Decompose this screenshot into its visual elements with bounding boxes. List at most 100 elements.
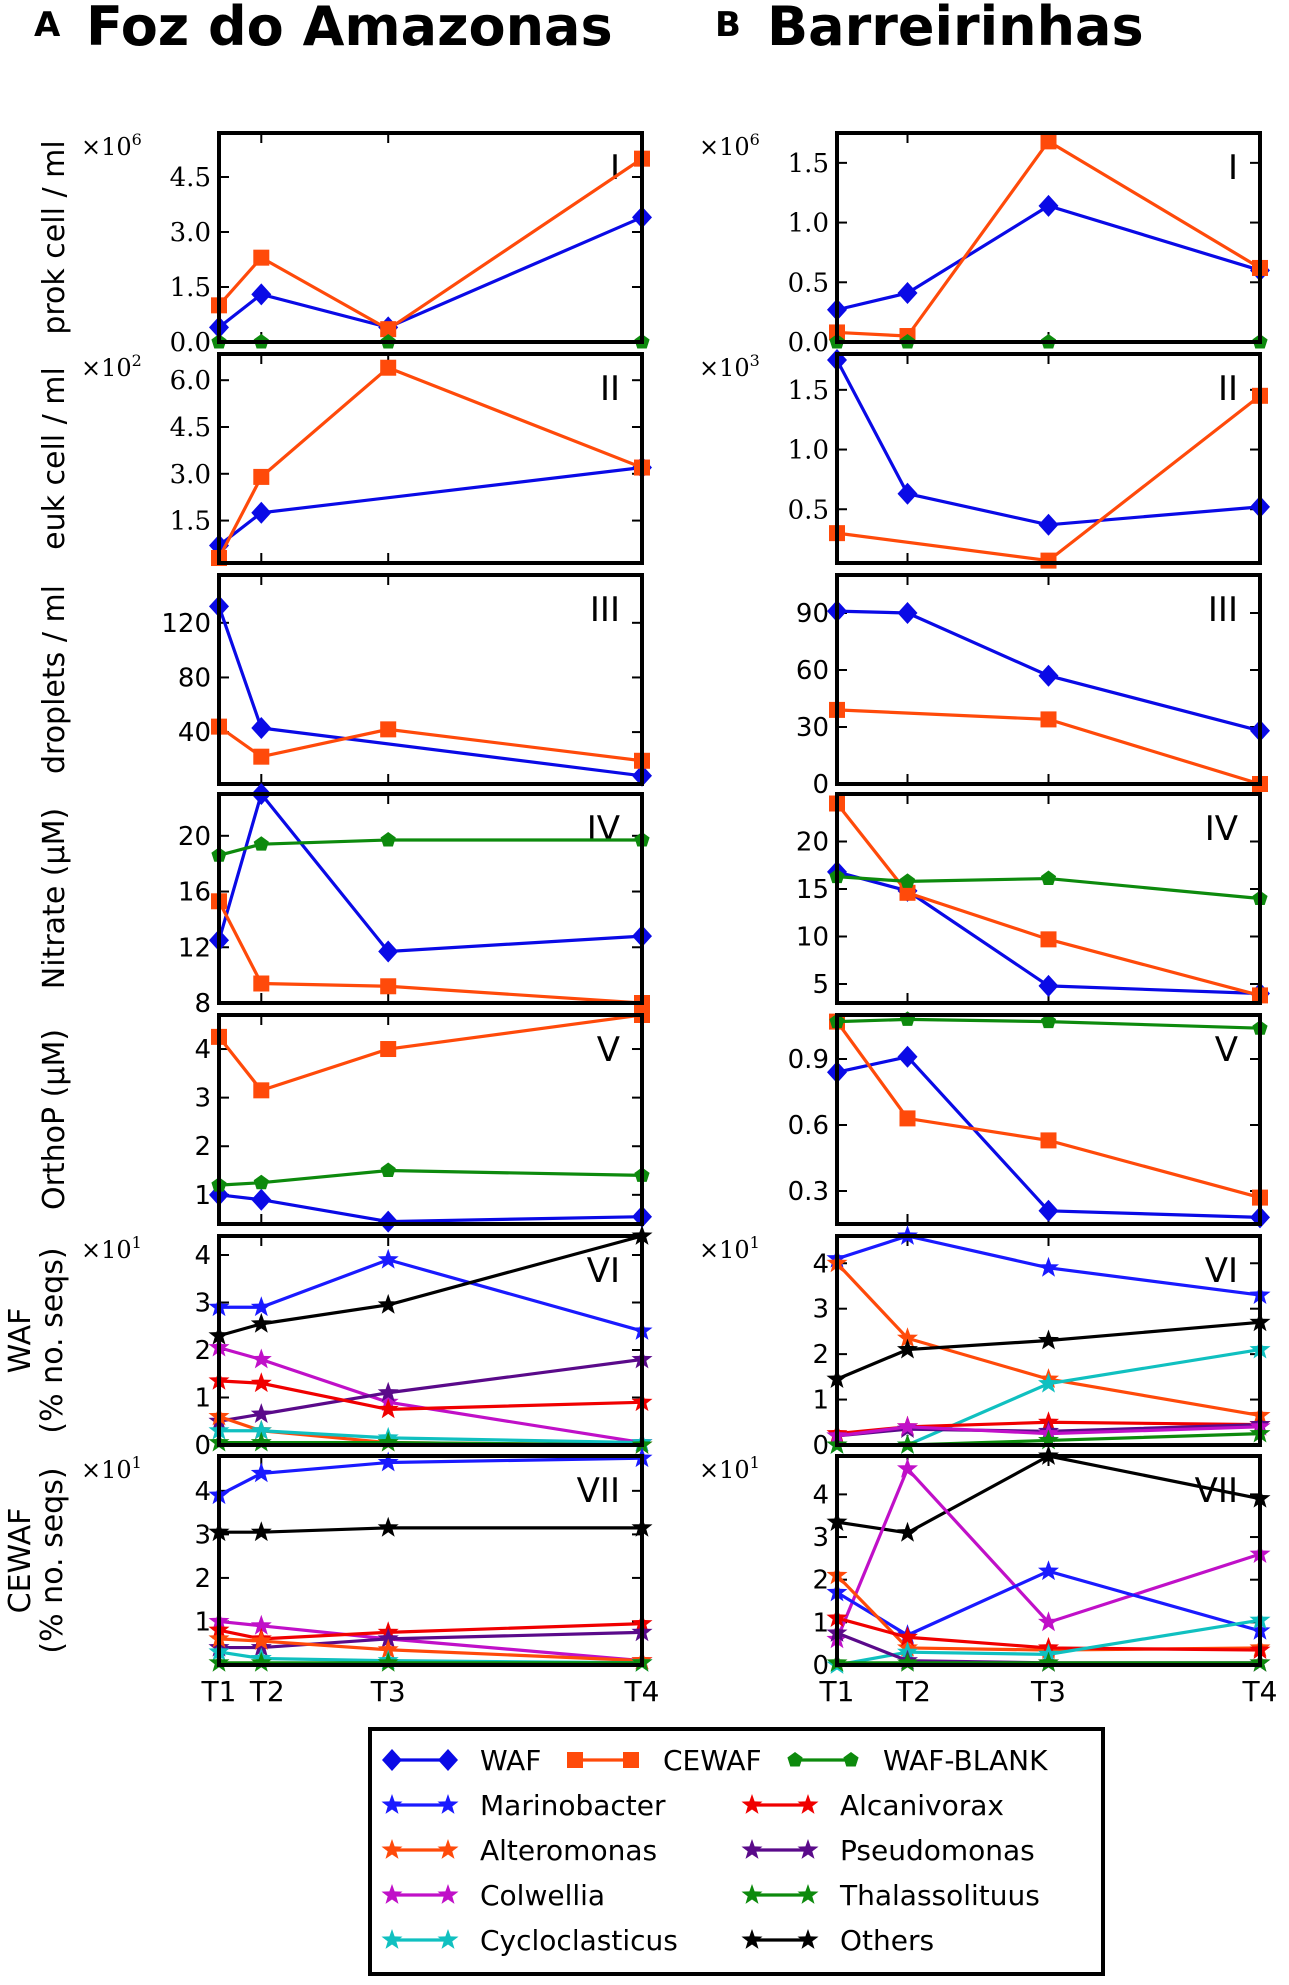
series-line-waf-blank — [218, 1168, 643, 1187]
legend-marker — [437, 1929, 459, 1949]
y-tick-label: 16 — [178, 878, 211, 908]
data-point-colwellia — [897, 1415, 918, 1436]
data-point-thalassolituus — [897, 1651, 918, 1672]
y-multiplier: ×102 — [81, 351, 142, 382]
y-tick-label: 0 — [812, 770, 829, 800]
x-tick-label: T2 — [249, 1675, 285, 1708]
data-point-waf — [1038, 194, 1059, 217]
panel-b-i: 0.0 0.5 1.0 1.5 ×106 I — [699, 130, 1270, 358]
data-point-cewaf — [253, 1082, 270, 1099]
data-point-waf — [897, 602, 918, 624]
y-tick-label: 1.0 — [788, 436, 829, 466]
panel-a-vi: 0 1 2 3 4 ×101 VI WAF(% no. seqs) — [3, 1225, 653, 1461]
legend-item-alteromonas: Alteromonas — [381, 1834, 657, 1867]
y-tick-label: 5 — [812, 970, 829, 1000]
y-tick-label: 1.5 — [788, 149, 829, 179]
panel-roman-label: VI — [587, 1251, 620, 1291]
series-line-cycloclasticus — [836, 1618, 1261, 1667]
y-axis-label: droplets / ml — [37, 585, 72, 774]
y-tick-label: 3 — [194, 1084, 211, 1114]
series-line-waf — [836, 1055, 1261, 1219]
y-tick-label: 4 — [812, 1249, 829, 1279]
legend-item-thalassolituus: Thalassolituus — [741, 1879, 1040, 1912]
data-point-colwellia — [250, 1348, 272, 1369]
series-line-cewaf — [836, 139, 1261, 338]
data-point-alteromonas — [250, 1630, 272, 1650]
series-line-cewaf — [218, 725, 643, 763]
data-point-cewaf — [1040, 1132, 1057, 1149]
data-point-cewaf — [1040, 931, 1057, 948]
legend-item-pseudomonas: Pseudomonas — [741, 1834, 1035, 1867]
panel-a-vii: 1 2 3 4 ×101 VII T1 T2 T3 T4 CEWAF(% no. seqs) — [3, 1447, 659, 1708]
data-point-marinobacter — [1038, 1560, 1059, 1581]
y-multiplier: ×101 — [81, 1233, 142, 1264]
panel-roman-label: I — [610, 148, 620, 188]
legend-marker — [741, 1794, 763, 1814]
y-multiplier: ×101 — [699, 1453, 760, 1484]
data-point-thalassolituus — [377, 1431, 399, 1452]
series-group — [209, 150, 652, 349]
panel-a-iv: 8 12 16 20 IV Nitrate (µM) — [37, 783, 652, 1019]
y-tick-label: 2 — [194, 1336, 211, 1366]
panel-roman-label: III — [1208, 590, 1238, 630]
series-line-waf — [218, 1193, 643, 1224]
legend-label: Thalassolituus — [839, 1879, 1040, 1912]
panel-a-ii: 1.5 3.0 4.5 6.0 ×102 II euk cell / ml — [37, 351, 652, 567]
legend-marker — [741, 1839, 763, 1859]
y-tick-label: 3 — [194, 1289, 211, 1319]
y-tick-label: 12 — [178, 933, 211, 963]
panel-roman-label: V — [1215, 1030, 1238, 1070]
panel-frame — [835, 352, 1262, 565]
y-tick-label: 0.0 — [170, 328, 211, 358]
y-tick-label: 15 — [796, 875, 829, 905]
legend-label: Pseudomonas — [840, 1834, 1035, 1867]
series-line-waf-blank — [218, 838, 642, 857]
y-tick-label: 1 — [194, 1607, 211, 1637]
panel-frame — [835, 1013, 1262, 1226]
legend-label: CEWAF — [663, 1744, 762, 1777]
legend-marker — [381, 1929, 403, 1949]
legend-marker — [843, 1752, 859, 1767]
series-group — [827, 348, 1270, 569]
panel-roman-label: II — [600, 369, 620, 409]
legend-marker — [741, 1929, 763, 1949]
series-line-others — [219, 1526, 642, 1534]
data-point-cycloclasticus — [1038, 1372, 1059, 1393]
series-line-marinobacter — [836, 1234, 1261, 1297]
data-point-cewaf — [380, 1041, 397, 1058]
series-line-alcanivorax — [836, 1616, 1261, 1652]
series-line-marinobacter — [218, 1456, 643, 1497]
y-tick-label: 40 — [178, 718, 211, 748]
data-point-waf — [251, 501, 272, 524]
y-axis-label: (% no. seqs) — [35, 1247, 70, 1433]
series-line-cewaf — [835, 1020, 1261, 1200]
panel-b-iv: 5 10 15 20 IV — [796, 792, 1270, 1005]
series-group — [208, 1447, 653, 1672]
panel-frame — [217, 352, 644, 565]
y-tick-label: 60 — [796, 656, 829, 686]
data-point-alcanivorax — [250, 1372, 272, 1393]
legend-item-cycloclasticus: Cycloclasticus — [381, 1924, 678, 1957]
series-line-waf-blank — [836, 875, 1261, 901]
data-point-colwellia — [250, 1614, 272, 1635]
data-point-waf-blank — [1040, 1013, 1057, 1029]
data-point-waf — [251, 283, 272, 306]
y-tick-label: 1.5 — [788, 376, 829, 406]
series-line-waf — [836, 204, 1261, 312]
legend-marker — [437, 1839, 459, 1859]
series-line-pseudomonas — [218, 1357, 643, 1423]
panel-frame — [835, 131, 1262, 344]
panel-roman-label: VI — [1205, 1251, 1238, 1291]
data-point-waf-blank — [253, 836, 269, 851]
y-tick-label: 3 — [812, 1295, 829, 1325]
y-tick-label: 0.6 — [788, 1111, 829, 1141]
legend-item-others: Others — [741, 1924, 934, 1957]
y-multiplier: ×101 — [699, 1233, 760, 1264]
data-point-cewaf — [253, 249, 270, 266]
data-point-alcanivorax — [897, 1626, 918, 1647]
data-point-waf-blank — [380, 1162, 396, 1177]
legend-item-colwellia: Colwellia — [381, 1879, 605, 1912]
data-point-waf-blank — [899, 873, 916, 888]
data-point-marinobacter — [250, 1462, 272, 1483]
y-tick-label: 4 — [194, 1035, 211, 1065]
